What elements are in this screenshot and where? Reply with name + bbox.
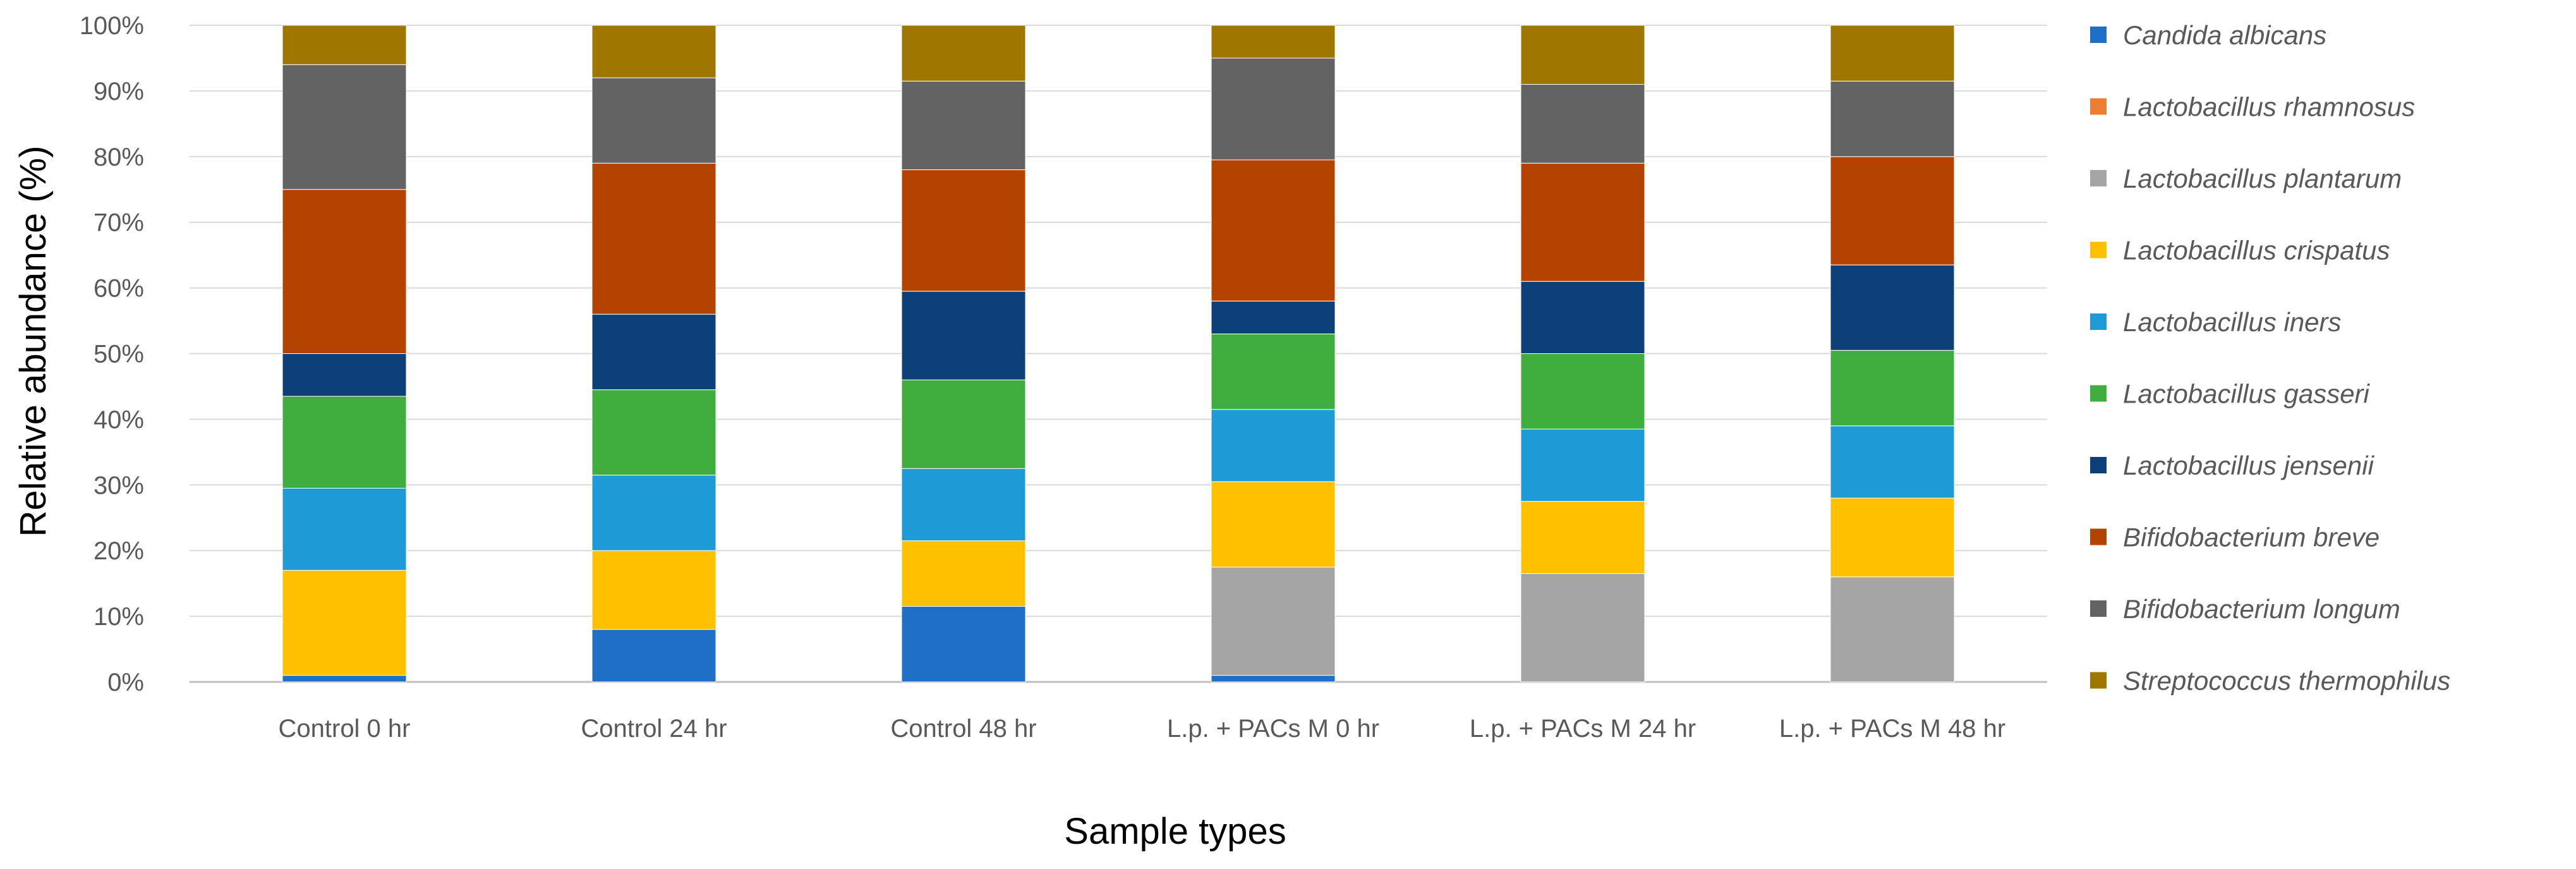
bar-segment [1211, 481, 1336, 568]
bar-segment [282, 569, 407, 676]
bar-segment [282, 487, 407, 571]
bar-segment [1830, 425, 1955, 499]
gridlines [190, 25, 2047, 683]
y-tick-label: 30% [94, 471, 144, 499]
x-axis-ticks: Control 0 hr Control 24 hr Control 48 hr L.… [279, 715, 2006, 743]
bar-segment [1520, 573, 1645, 683]
legend-swatch [2090, 170, 2107, 186]
bar-segment [591, 475, 717, 551]
x-tick-label: Control 24 hr [581, 715, 727, 743]
bar-segment [1211, 58, 1336, 161]
y-tick-label: 90% [94, 78, 144, 106]
bar-segment [901, 80, 1026, 171]
legend-label: Bifidobacterium breve [2123, 523, 2379, 552]
legend-label: Lactobacillus gasseri [2123, 379, 2371, 409]
x-tick-label: L.p. + PACs M 48 hr [1779, 715, 2005, 743]
legend-swatch [2090, 98, 2107, 115]
bar-segment [901, 379, 1026, 469]
bar-segment [1520, 162, 1645, 282]
bar-segment [1211, 333, 1336, 410]
bar-segment [1830, 497, 1955, 578]
y-axis-ticks: 0% 10% 20% 30% 40% 50% 60% 70% 80% 90% 100% [80, 12, 144, 696]
bar-segment [901, 468, 1026, 542]
bar-segment [1211, 159, 1336, 301]
bar-segment [282, 675, 407, 683]
legend-swatch [2090, 528, 2107, 545]
bars [282, 25, 1955, 683]
y-tick-label: 40% [94, 406, 144, 434]
bar-segment [591, 389, 717, 476]
bar-segment [1211, 300, 1336, 334]
legend: Candida albicans Lactobacillus rhamnosus L… [2090, 20, 2450, 696]
bar-segment [1211, 566, 1336, 676]
legend-label: Bifidobacterium longum [2123, 594, 2400, 624]
legend-swatch [2090, 672, 2107, 689]
y-tick-label: 20% [94, 537, 144, 565]
bar-segment [1830, 576, 1955, 683]
bar-segment [1520, 84, 1645, 164]
bar-segment [1211, 25, 1336, 59]
bar-segment [1830, 264, 1955, 351]
bar-segment [1520, 428, 1645, 502]
x-tick-label: Control 0 hr [279, 715, 411, 743]
x-tick-label: L.p. + PACs M 0 hr [1167, 715, 1379, 743]
bar-segment [591, 313, 717, 391]
bar-segment [901, 291, 1026, 380]
legend-swatch [2090, 457, 2107, 473]
y-axis-title: Relative abundance (%) [13, 145, 54, 537]
legend-swatch [2090, 600, 2107, 617]
bar-segment [901, 606, 1026, 683]
legend-label: Streptococcus thermophilus [2123, 666, 2450, 696]
legend-swatch [2090, 385, 2107, 402]
bar-segment [1830, 25, 1955, 82]
legend-label: Lactobacillus rhamnosus [2123, 92, 2415, 122]
y-tick-label: 70% [94, 209, 144, 237]
y-tick-label: 50% [94, 341, 144, 368]
legend-label: Lactobacillus plantarum [2123, 164, 2402, 193]
legend-label: Candida albicans [2123, 20, 2326, 50]
x-axis-title: Sample types [1064, 811, 1286, 852]
bar-segment [1830, 156, 1955, 265]
x-tick-label: Control 48 hr [890, 715, 1036, 743]
bar-segment [591, 162, 717, 315]
legend-swatch [2090, 313, 2107, 330]
y-tick-label: 80% [94, 143, 144, 171]
bar-segment [282, 25, 407, 65]
bar-segment [1520, 281, 1645, 354]
y-tick-label: 10% [94, 603, 144, 631]
legend-label: Lactobacillus jensenii [2123, 451, 2375, 480]
bar-segment [901, 169, 1026, 292]
bar-segment [591, 550, 717, 630]
legend-swatch [2090, 27, 2107, 43]
y-tick-label: 60% [94, 275, 144, 303]
bar-segment [282, 396, 407, 489]
bar-segment [1830, 80, 1955, 157]
bar-segment [1830, 349, 1955, 427]
bar-segment [591, 77, 717, 164]
y-tick-label: 100% [80, 12, 144, 40]
legend-label: Lactobacillus crispatus [2123, 236, 2390, 265]
bar-segment [1211, 409, 1336, 482]
bar-segment [1520, 353, 1645, 430]
bar-segment [282, 353, 407, 397]
legend-label: Lactobacillus iners [2123, 307, 2342, 337]
bar-segment [282, 189, 407, 354]
bar-segment [901, 25, 1026, 82]
bar-segment [591, 629, 717, 683]
bar-segment [1520, 501, 1645, 574]
x-tick-label: L.p. + PACs M 24 hr [1470, 715, 1696, 743]
bar-segment [591, 25, 717, 78]
bar-segment [282, 64, 407, 190]
bar-segment [1211, 675, 1336, 683]
bar-segment [901, 540, 1026, 607]
legend-swatch [2090, 241, 2107, 258]
y-tick-label: 0% [107, 669, 144, 696]
bar-segment [1520, 25, 1645, 85]
